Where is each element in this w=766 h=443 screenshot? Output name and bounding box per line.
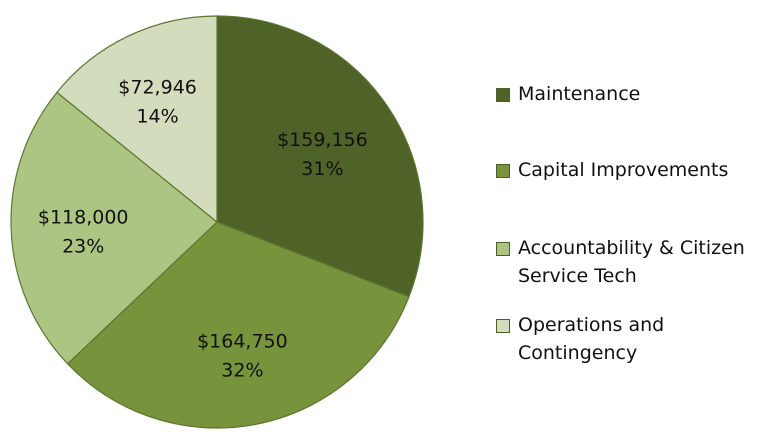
pie-slice-capital-improvements bbox=[66, 221, 410, 429]
legend-label-maintenance: Maintenance bbox=[518, 83, 641, 105]
legend-item-capital-improvements: Capital Improvements bbox=[496, 156, 758, 184]
data-label-value-accountability: $118,000 bbox=[38, 206, 129, 228]
pie-slice-operations bbox=[56, 15, 218, 224]
legend-item-operations: Operations and Contingency bbox=[496, 311, 758, 367]
data-label-percent-operations: 14% bbox=[136, 105, 178, 127]
legend-swatch-maintenance bbox=[496, 88, 510, 102]
pie-slices bbox=[10, 15, 424, 429]
data-label-value-operations: $72,946 bbox=[118, 76, 197, 98]
data-label-percent-accountability: 23% bbox=[62, 235, 104, 257]
data-label-percent-capital-improvements: 32% bbox=[221, 359, 263, 381]
pie-data-labels: $159,156 31% $164,750 32% $118,000 23% $72,946… bbox=[38, 76, 368, 381]
pie-slice-accountability bbox=[10, 91, 218, 365]
legend-swatch-capital-improvements bbox=[496, 164, 510, 178]
legend-label-capital-improvements: Capital Improvements bbox=[518, 159, 729, 181]
legend-item-maintenance: Maintenance bbox=[496, 80, 758, 108]
legend-label-accountability: Accountability & Citizen Service Tech bbox=[518, 237, 745, 287]
data-label-percent-maintenance: 31% bbox=[301, 158, 343, 180]
legend-item-accountability: Accountability & Citizen Service Tech bbox=[496, 234, 758, 290]
data-label-value-capital-improvements: $164,750 bbox=[197, 330, 288, 352]
legend-swatch-operations bbox=[496, 319, 510, 333]
legend-swatch-accountability bbox=[496, 242, 510, 256]
data-label-value-maintenance: $159,156 bbox=[277, 129, 368, 151]
legend-label-operations: Operations and Contingency bbox=[518, 314, 665, 364]
pie-slice-maintenance bbox=[216, 15, 424, 298]
